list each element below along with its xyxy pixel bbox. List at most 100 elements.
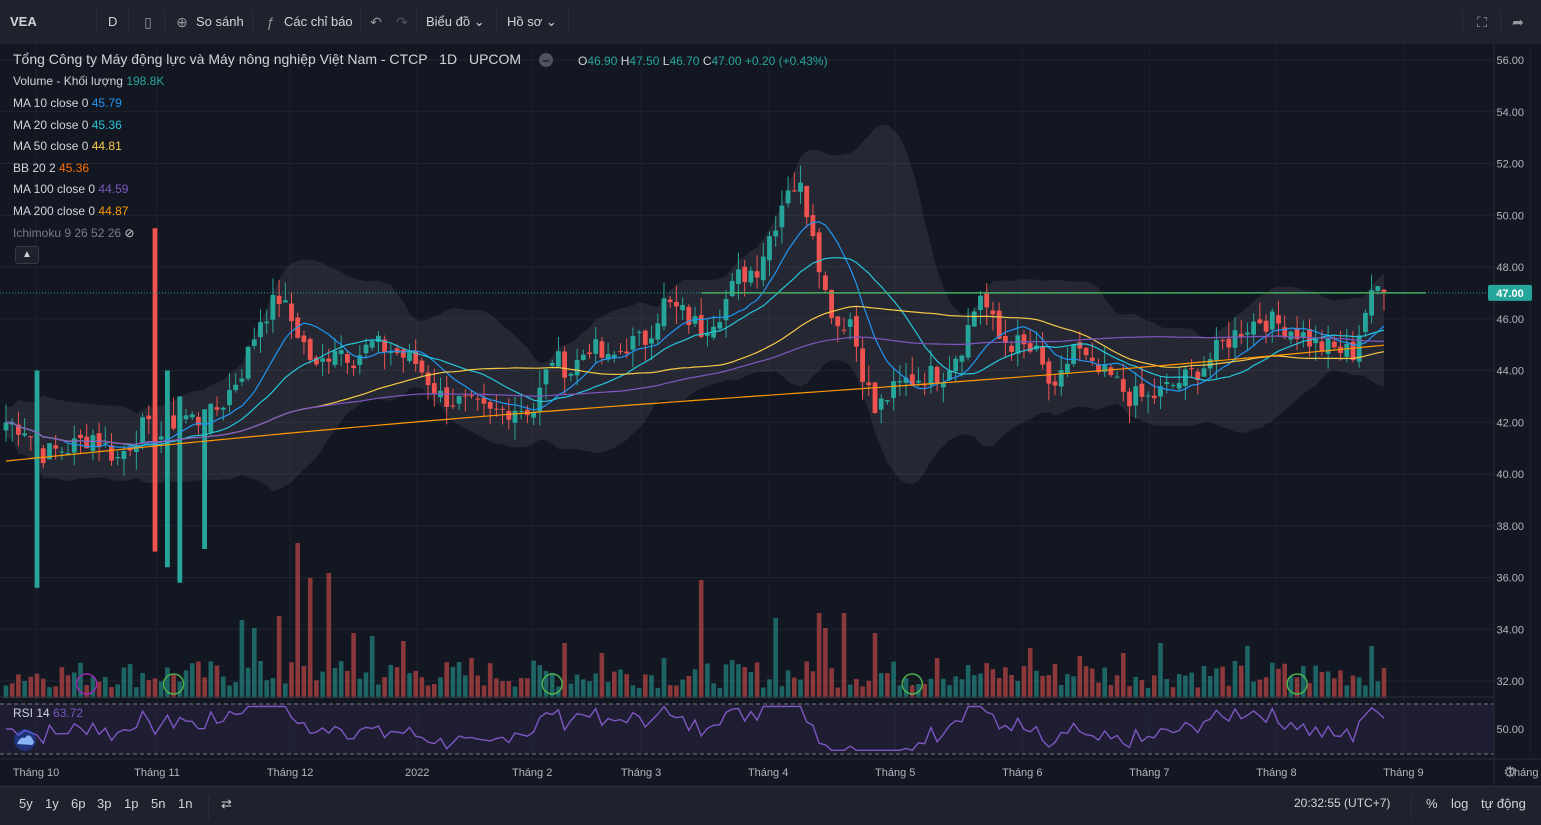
volume-bar xyxy=(376,684,381,698)
time-axis[interactable]: Tháng 10 Tháng 11 Tháng 12 2022 Tháng 2 Tháng… xyxy=(13,767,1541,779)
volume-bar xyxy=(307,578,313,698)
symbol-search[interactable]: VEA xyxy=(10,14,37,29)
profile-menu-button[interactable]: Hồ sơ ⌄ xyxy=(507,8,557,36)
hide-legend-icon[interactable]: – xyxy=(538,53,553,67)
candle-body xyxy=(549,363,555,366)
compare-plus-icon[interactable]: ⊕ xyxy=(176,14,188,30)
log-toggle[interactable]: log xyxy=(1451,796,1469,811)
volume-bar xyxy=(581,679,586,698)
event-marker xyxy=(75,673,98,695)
fullscreen-icon[interactable]: ⛶ xyxy=(1477,14,1487,30)
candle-body xyxy=(537,387,543,412)
fx-icon[interactable]: ƒ xyxy=(266,14,274,30)
volume-bar xyxy=(295,543,300,698)
volume-bar xyxy=(518,678,524,698)
volume-bar xyxy=(1027,648,1033,698)
chart-menu-button[interactable]: Biểu đồ ⌄ xyxy=(426,8,485,36)
candle-body xyxy=(885,400,890,402)
candle-body xyxy=(810,215,816,236)
toolbar-divider xyxy=(128,10,129,34)
ma200-line xyxy=(5,344,1385,462)
symbol-title-row: Tổng Công ty Máy động lực và Máy nông ng… xyxy=(13,51,553,67)
candle-body xyxy=(276,295,282,305)
volume-bar xyxy=(723,664,729,698)
candle-body xyxy=(680,305,685,311)
range-1n[interactable]: 1n xyxy=(178,796,193,811)
toolbar-divider xyxy=(496,10,497,34)
candle-body xyxy=(1313,339,1319,344)
candle-body xyxy=(593,339,599,354)
interval-button[interactable]: D xyxy=(108,14,118,29)
spike-candle xyxy=(202,409,207,549)
volume-bar xyxy=(910,685,915,698)
volume-bar xyxy=(65,675,71,698)
candle-body xyxy=(425,372,431,386)
volume-bar xyxy=(686,675,692,698)
candle-body xyxy=(109,445,114,461)
spike-candle xyxy=(152,228,158,552)
candle-body xyxy=(345,354,350,363)
volume-bar xyxy=(394,667,400,698)
legend-ma20[interactable]: MA 20 close 0 45.36 xyxy=(13,118,122,132)
range-3p[interactable]: 3p xyxy=(97,796,112,811)
volume-bar xyxy=(1369,646,1374,698)
volume-bar xyxy=(463,675,468,698)
legend-bb[interactable]: BB 20 2 45.36 xyxy=(13,161,90,175)
candle-body xyxy=(1015,335,1021,354)
candle-body xyxy=(531,411,536,418)
candle-body xyxy=(723,298,729,321)
collapse-legend-button[interactable]: ▲ xyxy=(15,246,39,264)
candle-body xyxy=(183,415,189,420)
candle-body xyxy=(996,310,1002,339)
volume-bar xyxy=(1046,675,1052,698)
volume-bar xyxy=(636,688,642,698)
legend-ma100[interactable]: MA 100 close 0 44.59 xyxy=(13,182,129,196)
legend-ma200[interactable]: MA 200 close 0 44.87 xyxy=(13,204,129,218)
volume-bar xyxy=(972,675,977,698)
legend-ma10[interactable]: MA 10 close 0 45.79 xyxy=(13,96,122,110)
range-5y[interactable]: 5y xyxy=(19,796,33,811)
volume-bar xyxy=(1238,665,1244,698)
volume-bar xyxy=(928,678,934,698)
candle-body xyxy=(1375,286,1381,291)
range-1y[interactable]: 1y xyxy=(45,796,59,811)
candle-body xyxy=(78,434,83,438)
legend-rsi[interactable]: RSI 14 63.72 xyxy=(13,706,84,720)
legend-volume[interactable]: Volume - Khối lượng 198.8K xyxy=(13,74,165,88)
volume-bar xyxy=(1226,685,1232,698)
volume-bar xyxy=(245,667,251,698)
volume-bar xyxy=(1052,663,1058,698)
candle-body xyxy=(587,352,592,355)
candle-body xyxy=(1065,363,1070,373)
percent-toggle[interactable]: % xyxy=(1426,796,1438,811)
candle-body xyxy=(469,395,474,397)
range-5n[interactable]: 5n xyxy=(151,796,166,811)
redo-icon[interactable]: ↷ xyxy=(396,14,408,30)
legend-ma50[interactable]: MA 50 close 0 44.81 xyxy=(13,139,122,153)
range-1p[interactable]: 1p xyxy=(124,796,139,811)
auto-toggle[interactable]: tự động xyxy=(1481,796,1526,811)
volume-bar xyxy=(792,677,797,698)
undo-icon[interactable]: ↶ xyxy=(370,14,382,30)
candle-body xyxy=(978,295,983,311)
candle-body xyxy=(1151,395,1157,399)
volume-bar xyxy=(289,662,294,698)
eye-hidden-icon[interactable]: ⊘ xyxy=(124,226,135,240)
close-label: C xyxy=(702,54,712,68)
candle-body xyxy=(767,236,772,261)
volume-bar xyxy=(450,666,456,698)
legend-ichimoku[interactable]: Ichimoku 9 26 52 26 ⊘ xyxy=(13,226,135,240)
price-chart[interactable]: · · · · · 56.00 54.00 52.00 50.00 48.00 46.00 44.0… xyxy=(0,44,1541,786)
date-range-icon[interactable]: ⇄ xyxy=(221,796,232,811)
indicators-button[interactable]: Các chỉ báo xyxy=(284,14,353,29)
range-6p[interactable]: 6p xyxy=(71,796,86,811)
volume-bar xyxy=(810,671,816,698)
candle-type-icon[interactable]: ▯ xyxy=(144,14,152,30)
compare-button[interactable]: So sánh xyxy=(196,14,244,29)
time-axis-settings-icon[interactable]: ⚙ xyxy=(1503,763,1516,781)
volume-bar xyxy=(612,671,617,698)
share-icon[interactable]: ➦ xyxy=(1512,14,1524,30)
candle-body xyxy=(1058,370,1064,387)
price-axis[interactable]: 56.00 54.00 52.00 50.00 48.00 46.00 44.00 42.00… xyxy=(1496,55,1524,688)
volume-bar xyxy=(320,671,325,698)
